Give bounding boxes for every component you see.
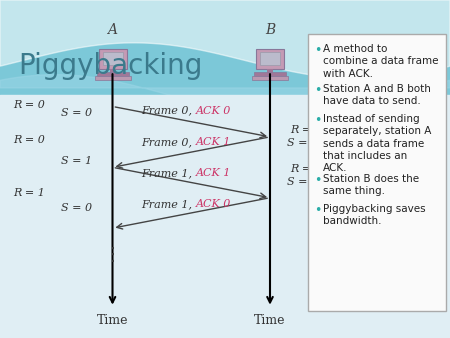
Text: Frame 0,: Frame 0, bbox=[141, 105, 196, 116]
Bar bbox=[256, 49, 284, 69]
Text: S = 1: S = 1 bbox=[61, 155, 92, 166]
Text: •: • bbox=[314, 44, 322, 57]
Bar bbox=[96, 72, 129, 76]
Text: ACK 0: ACK 0 bbox=[196, 199, 231, 209]
Text: Time: Time bbox=[254, 314, 286, 327]
Text: S = 1: S = 1 bbox=[287, 177, 318, 187]
Text: •: • bbox=[314, 204, 322, 217]
Text: R = 0: R = 0 bbox=[14, 100, 45, 110]
Text: ACK 1: ACK 1 bbox=[196, 137, 231, 147]
Bar bbox=[267, 69, 273, 73]
Text: Frame 1,: Frame 1, bbox=[141, 199, 196, 209]
Bar bbox=[252, 76, 288, 80]
Bar bbox=[109, 69, 116, 73]
Text: A: A bbox=[108, 23, 117, 37]
Bar bbox=[99, 49, 126, 69]
Text: •: • bbox=[314, 84, 322, 97]
Text: S = 0: S = 0 bbox=[61, 203, 92, 213]
Text: ⋮: ⋮ bbox=[104, 246, 122, 264]
Bar bbox=[94, 76, 130, 80]
Text: Frame 1,: Frame 1, bbox=[141, 168, 196, 178]
Text: R = 0: R = 0 bbox=[290, 125, 322, 135]
Text: Piggybacking: Piggybacking bbox=[18, 52, 202, 80]
Bar bbox=[308, 34, 446, 311]
Text: Frame 0,: Frame 0, bbox=[141, 137, 196, 147]
Text: Piggybacking saves
bandwidth.: Piggybacking saves bandwidth. bbox=[323, 204, 426, 226]
Text: Instead of sending
separately, station A
sends a data frame
that includes an
ACK: Instead of sending separately, station A… bbox=[323, 114, 432, 173]
Bar bbox=[260, 52, 280, 65]
Text: S = 0: S = 0 bbox=[61, 108, 92, 118]
Text: A method to
combine a data frame
with ACK.: A method to combine a data frame with AC… bbox=[323, 44, 439, 79]
Text: •: • bbox=[314, 174, 322, 187]
Text: R = 1: R = 1 bbox=[14, 188, 45, 198]
Text: ACK 0: ACK 0 bbox=[196, 105, 231, 116]
Text: Station B does the
same thing.: Station B does the same thing. bbox=[323, 174, 419, 196]
Text: B: B bbox=[265, 23, 275, 37]
Bar bbox=[254, 72, 286, 76]
Text: ACK 1: ACK 1 bbox=[196, 168, 231, 178]
Bar bbox=[103, 52, 122, 65]
Text: •: • bbox=[314, 114, 322, 127]
Text: Station A and B both
have data to send.: Station A and B both have data to send. bbox=[323, 84, 431, 106]
Text: Time: Time bbox=[97, 314, 128, 327]
Text: R = 1: R = 1 bbox=[290, 164, 322, 174]
Text: R = 0: R = 0 bbox=[14, 135, 45, 145]
Text: S = 0: S = 0 bbox=[287, 138, 318, 148]
